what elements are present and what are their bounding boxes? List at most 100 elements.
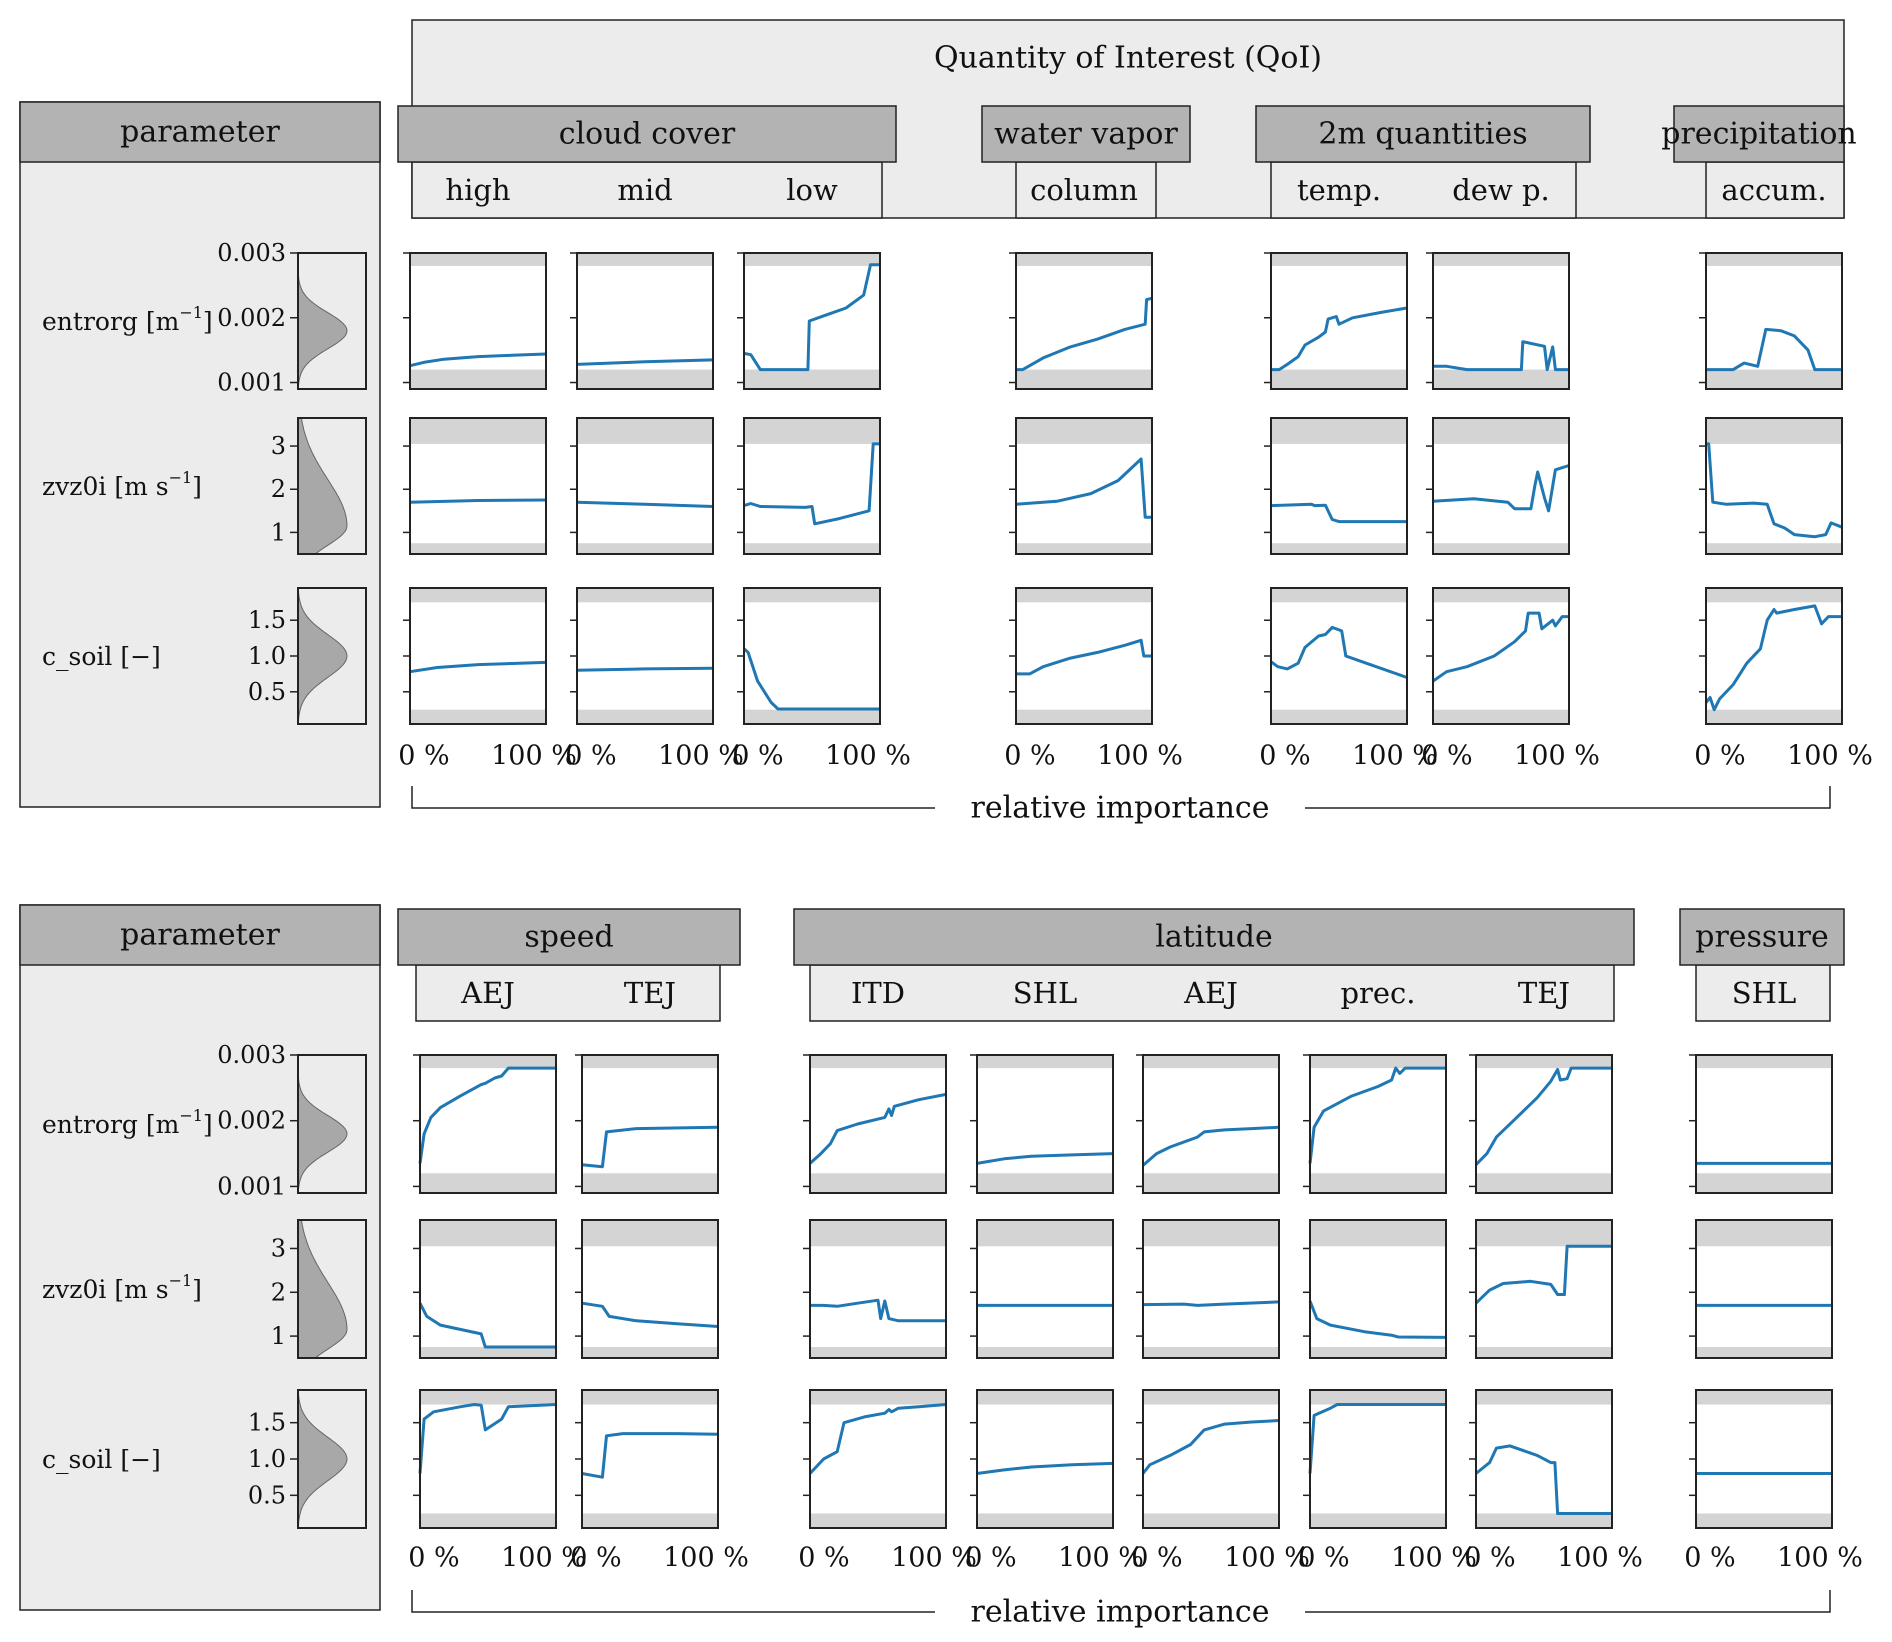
f2-param-2-tick-label-2: 0.5 [248, 1481, 286, 1509]
f2-panel-2-0-1-shade-top [1696, 1220, 1832, 1247]
f2-panel-1-2-1-shade-top [1143, 1220, 1279, 1247]
f2-panel-0-0-1-series-line [418, 1302, 556, 1349]
f2-panel-1-2-0-shade-bottom [1143, 1173, 1279, 1193]
f2-panel-1-4-0-frame [1475, 1054, 1613, 1194]
f1-panel-2-0-0-series-line [1271, 306, 1408, 372]
f2-panel-1-2-2-shade-bottom [1143, 1513, 1279, 1528]
f1-panel-2-1-1-frame [1432, 417, 1570, 555]
f1-xtick-0-0-1: 0 % [565, 741, 616, 772]
f1-panel-0-1-0-shade-top [577, 253, 713, 266]
f2-panel-1-2-2-shade-top [1143, 1390, 1279, 1405]
f2-panel-1-0-1-frame [809, 1219, 947, 1359]
f2-panel-2-0-0-shade-top [1696, 1055, 1832, 1069]
f2-panel-0-1-0-shade-top [582, 1055, 718, 1069]
f1-panel-3-0-2-shade-top [1706, 588, 1842, 603]
f1-panel-0-2-1-shade-bottom [744, 543, 880, 554]
f2-panel-1-0-1-shade-top [810, 1220, 946, 1247]
f1-panel-2-0-2-series-line [1270, 625, 1408, 679]
f1-panel-2-0-0-shade-top [1271, 253, 1407, 266]
f2-panel-0-1-1-shade-top [582, 1220, 718, 1247]
f1-column-label-0-2: low [786, 173, 838, 207]
f2-panel-1-4-1-shade-top [1476, 1220, 1612, 1247]
f1-panel-3-0-1-shade-top [1706, 418, 1842, 444]
f1-panel-3-0-0-series-line [1706, 327, 1842, 372]
f1-column-label-1-0: column [1030, 173, 1138, 207]
f1-panel-2-1-0-shade-top [1433, 253, 1569, 266]
f1-panel-2-0-1-shade-bottom [1271, 543, 1407, 554]
f1-param-0-tick-label-1: 0.002 [217, 304, 286, 332]
f1-panel-2-1-0-shade-bottom [1433, 369, 1569, 389]
f1-relative-importance-label: relative importance [971, 791, 1270, 826]
f2-panel-1-1-2-shade-bottom [977, 1513, 1113, 1528]
f2-xtick-0-1-0: 0 % [798, 1543, 849, 1574]
f1-group-header-box-3 [1673, 105, 1845, 163]
f2-panel-1-0-0-shade-bottom [810, 1173, 946, 1193]
f2-xtick-0-1-1: 0 % [965, 1543, 1016, 1574]
f2-panel-0-1-0-shade-bottom [582, 1173, 718, 1193]
f1-panel-2-0-1-shade-top [1271, 418, 1407, 444]
f1-panel-1-0-2-shade-bottom [1016, 709, 1152, 724]
f1-panel-1-0-0-frame [1015, 252, 1153, 390]
f2-panel-1-2-1-series-line [1142, 1300, 1280, 1307]
f1-panel-0-1-0-series-line [576, 358, 714, 366]
f1-panel-2-1-0-frame [1432, 252, 1570, 390]
f1-xtick-100-2-1: 100 % [1514, 741, 1600, 772]
f2-panel-1-0-1-series-line [810, 1298, 946, 1323]
f1-xtick-0-1-0: 0 % [1004, 741, 1055, 772]
f2-panel-0-0-2-series-line [418, 1403, 557, 1474]
f2-panel-0-0-2-shade-top [420, 1390, 556, 1405]
f2-panel-1-1-2-frame [976, 1389, 1114, 1529]
f2-column-label-1-0: ITD [851, 976, 905, 1010]
f2-panel-1-4-0-series-line [1474, 1066, 1612, 1166]
f2-panel-2-0-1-shade-bottom [1696, 1347, 1832, 1358]
f2-panel-1-3-1-frame [1309, 1219, 1447, 1359]
f2-panel-2-0-2-shade-top [1696, 1390, 1832, 1405]
f1-panel-0-0-0-shade-bottom [410, 369, 546, 389]
f2-group-header-box-0 [397, 908, 741, 966]
f1-relative-importance-bracket-right [1305, 786, 1831, 809]
f2-xtick-100-0-0: 100 % [501, 1543, 587, 1574]
f1-xtick-100-0-2: 100 % [825, 741, 911, 772]
f1-panel-0-2-2-shade-top [744, 588, 880, 603]
f1-panel-0-1-0-frame [576, 252, 714, 390]
f1-panel-3-0-0-shade-bottom [1706, 369, 1842, 389]
f1-panel-2-0-1-frame [1270, 417, 1408, 555]
f2-param-1-tick-label-1: 2 [271, 1278, 286, 1306]
f1-panel-2-1-0-series-line [1433, 340, 1569, 372]
f2-param-0-tick-label-2: 0.001 [217, 1172, 286, 1200]
f2-relative-importance-bracket-left [411, 1590, 935, 1613]
f2-column-label-1-1: SHL [1013, 976, 1077, 1010]
f2-param-1-tick-label-0: 3 [271, 1234, 286, 1262]
f2-panel-2-0-1-frame [1695, 1219, 1833, 1359]
f2-panel-1-1-0-frame [976, 1054, 1114, 1194]
f2-panel-0-1-1-frame [581, 1219, 719, 1359]
f2-xtick-100-2-0: 100 % [1777, 1543, 1863, 1574]
f1-parameter-header: parameter [120, 115, 280, 150]
f1-xtick-100-0-0: 100 % [491, 741, 577, 772]
f1-panel-2-1-1-series-line [1432, 464, 1570, 513]
f2-panel-0-1-2-series-line [581, 1432, 719, 1479]
f1-relative-importance-bracket-left [411, 786, 935, 809]
f2-panel-1-3-2-frame [1309, 1389, 1447, 1529]
f1-column-label-3-0: accum. [1721, 173, 1826, 207]
f2-panel-1-4-1-series-line [1474, 1244, 1612, 1305]
f1-column-label-0-1: mid [617, 173, 672, 207]
f2-xtick-0-1-2: 0 % [1131, 1543, 1182, 1574]
f2-panel-1-1-1-shade-top [977, 1220, 1113, 1247]
f1-panel-0-0-0-shade-top [410, 253, 546, 266]
f2-panel-1-3-1-shade-top [1310, 1220, 1446, 1247]
f2-param-1-prior-density [297, 1219, 348, 1359]
f1-panel-2-1-2-shade-bottom [1433, 709, 1569, 724]
f1-panel-0-2-0-frame [743, 252, 881, 390]
f1-panel-0-2-1-frame [743, 417, 881, 555]
f2-panel-1-4-2-frame [1475, 1389, 1613, 1529]
f1-param-0-prior-frame [297, 252, 367, 390]
f1-panel-0-2-0-shade-top [744, 253, 880, 266]
f1-group-header-box-2 [1255, 105, 1591, 163]
f2-panel-1-4-0-shade-bottom [1476, 1173, 1612, 1193]
f2-panel-1-0-2-shade-top [810, 1390, 946, 1405]
f1-panel-3-0-2-frame [1705, 587, 1843, 725]
f2-panel-1-1-1-shade-bottom [977, 1347, 1113, 1358]
f2-panel-0-0-0-shade-top [420, 1055, 556, 1069]
f1-panel-0-2-1-series-line [743, 442, 880, 526]
